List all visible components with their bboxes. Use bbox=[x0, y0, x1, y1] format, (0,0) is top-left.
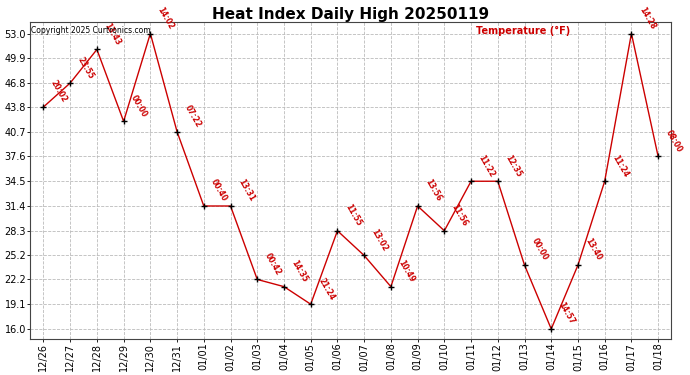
Text: Temperature (°F): Temperature (°F) bbox=[476, 26, 570, 36]
Text: 00:00: 00:00 bbox=[129, 93, 149, 118]
Text: 13:31: 13:31 bbox=[236, 178, 256, 203]
Text: 11:24: 11:24 bbox=[610, 153, 630, 178]
Text: 13:02: 13:02 bbox=[370, 227, 390, 253]
Text: 07:22: 07:22 bbox=[183, 104, 203, 129]
Text: Copyright 2025 Curtronics.com: Copyright 2025 Curtronics.com bbox=[31, 26, 151, 35]
Text: 00:00: 00:00 bbox=[530, 237, 550, 262]
Text: 14:28: 14:28 bbox=[637, 5, 657, 31]
Text: 12:35: 12:35 bbox=[503, 153, 523, 178]
Text: 10:49: 10:49 bbox=[397, 258, 416, 284]
Text: 14:57: 14:57 bbox=[557, 301, 577, 326]
Text: 13:40: 13:40 bbox=[584, 237, 603, 262]
Text: 13:56: 13:56 bbox=[423, 178, 443, 203]
Text: 21:24: 21:24 bbox=[316, 276, 336, 302]
Text: 11:56: 11:56 bbox=[450, 202, 470, 228]
Text: 14:35: 14:35 bbox=[290, 259, 309, 284]
Text: 11:55: 11:55 bbox=[343, 203, 363, 228]
Text: 00:40: 00:40 bbox=[209, 178, 229, 203]
Text: 11:22: 11:22 bbox=[477, 153, 497, 178]
Text: 14:02: 14:02 bbox=[156, 5, 176, 31]
Text: 00:42: 00:42 bbox=[263, 251, 283, 277]
Text: 23:55: 23:55 bbox=[76, 55, 95, 80]
Text: 13:43: 13:43 bbox=[102, 21, 122, 47]
Text: 08:00: 08:00 bbox=[664, 128, 684, 154]
Text: 20:02: 20:02 bbox=[49, 79, 69, 104]
Title: Heat Index Daily High 20250119: Heat Index Daily High 20250119 bbox=[213, 6, 489, 21]
